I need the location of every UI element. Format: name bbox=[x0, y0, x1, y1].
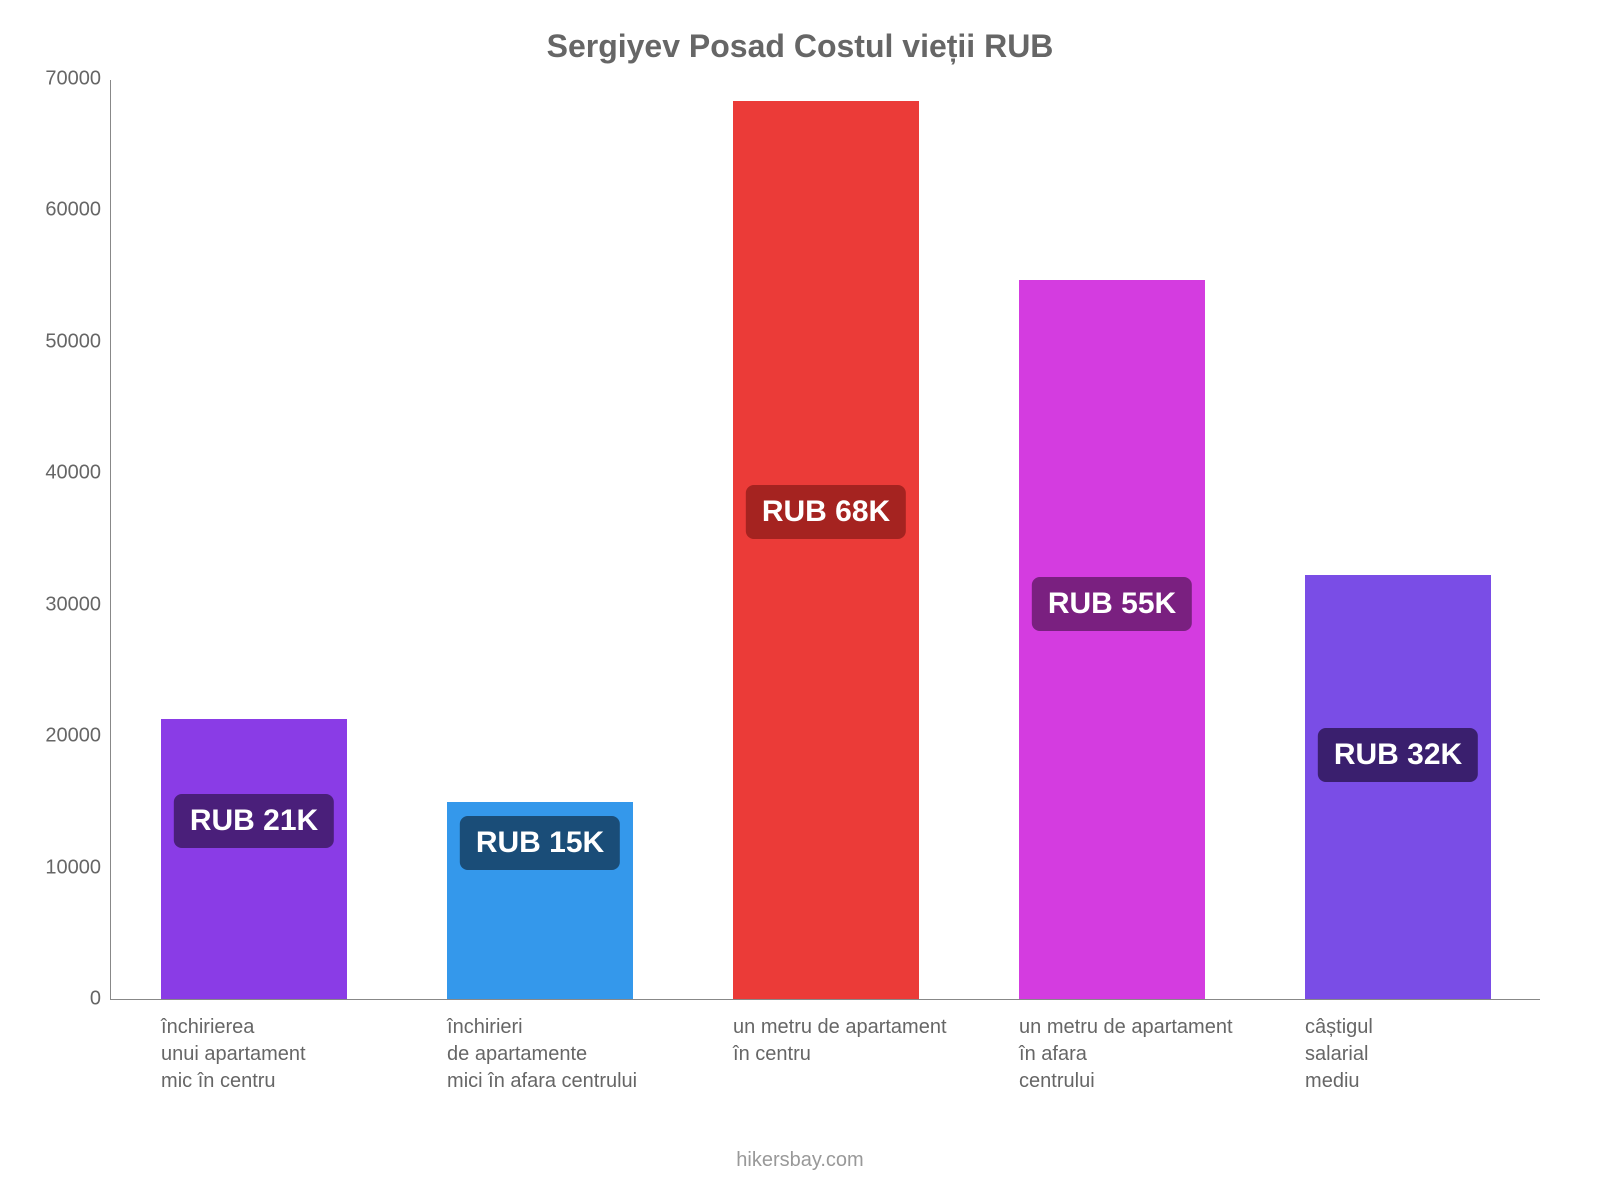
bar-value-label: RUB 68K bbox=[746, 485, 906, 539]
y-tick: 40000 bbox=[31, 462, 101, 485]
y-tick: 10000 bbox=[31, 856, 101, 879]
bar bbox=[1305, 575, 1491, 1000]
bar-value-label: RUB 21K bbox=[174, 794, 334, 848]
attribution: hikersbay.com bbox=[0, 1149, 1600, 1172]
y-tick: 60000 bbox=[31, 199, 101, 222]
x-axis-label: închirieri de apartamente mici în afara … bbox=[447, 1014, 719, 1095]
chart-container: Sergiyev Posad Costul vieții RUB 0100002… bbox=[0, 0, 1600, 1200]
plot-area: 010000200003000040000500006000070000RUB … bbox=[110, 80, 1540, 1000]
x-axis-label: un metru de apartament în afara centrulu… bbox=[1019, 1014, 1291, 1095]
bar bbox=[1019, 280, 1205, 999]
bar-value-label: RUB 15K bbox=[460, 816, 620, 870]
x-axis-label: un metru de apartament în centru bbox=[733, 1014, 1005, 1068]
y-tick: 20000 bbox=[31, 725, 101, 748]
x-axis-label: închirierea unui apartament mic în centr… bbox=[161, 1014, 433, 1095]
chart-title: Sergiyev Posad Costul vieții RUB bbox=[0, 28, 1600, 65]
bar bbox=[161, 719, 347, 999]
y-tick: 30000 bbox=[31, 593, 101, 616]
y-tick: 0 bbox=[31, 988, 101, 1011]
x-axis-label: câștigul salarial mediu bbox=[1305, 1014, 1577, 1095]
y-tick: 50000 bbox=[31, 330, 101, 353]
bar-value-label: RUB 55K bbox=[1032, 577, 1192, 631]
bar bbox=[733, 101, 919, 999]
bar-value-label: RUB 32K bbox=[1318, 728, 1478, 782]
y-tick: 70000 bbox=[31, 68, 101, 91]
